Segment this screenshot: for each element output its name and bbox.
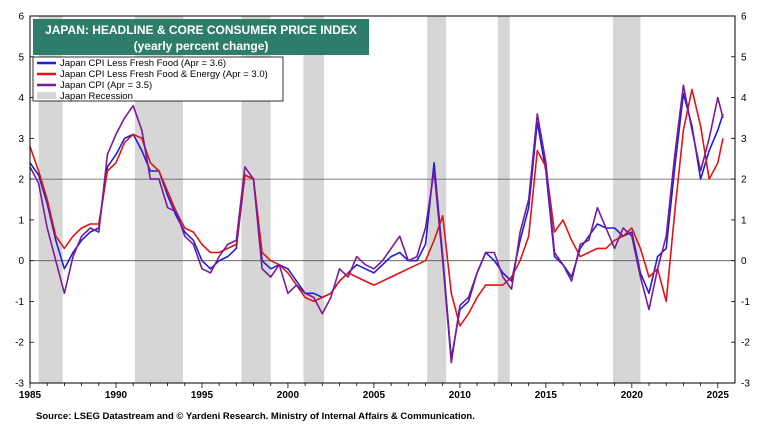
y-tick-label-left: -2 [15, 338, 24, 349]
x-tick-label: 2000 [277, 390, 300, 401]
x-tick-label: 2025 [707, 390, 730, 401]
title-box: JAPAN: HEADLINE & CORE CONSUMER PRICE IN… [33, 19, 369, 55]
y-tick-label-left: -1 [15, 297, 24, 308]
y-tick-label-right: -2 [741, 338, 750, 349]
x-tick-label: 2005 [363, 390, 386, 401]
recession-band-3 [303, 16, 325, 383]
y-tick-label-left: 0 [18, 256, 24, 267]
legend-label-headline: Japan CPI (Apr = 3.5) [60, 80, 152, 91]
chart-title: JAPAN: HEADLINE & CORE CONSUMER PRICE IN… [45, 23, 357, 37]
x-tick-label: 1990 [105, 390, 128, 401]
series-line-2 [29, 84, 724, 364]
y-tick-label-left: 1 [18, 215, 24, 226]
x-tick-label: 2010 [449, 390, 472, 401]
x-tick-label: 1985 [19, 390, 42, 401]
y-tick-label-left: 2 [18, 175, 24, 186]
recession-band-5 [497, 16, 510, 383]
plot-frame [29, 15, 736, 384]
series-lines [29, 84, 724, 364]
y-tick-label-right: 6 [741, 12, 747, 23]
x-axis: 1985 1990 1995 2000 2005 2010 2015 2020 2025 [19, 383, 729, 401]
legend: Japan CPI Less Fresh Food (Apr = 3.6) Ja… [32, 56, 284, 102]
y-tick-label-left: 5 [18, 52, 24, 63]
legend-label-core: Japan CPI Less Fresh Food (Apr = 3.6) [60, 58, 226, 69]
y-tick-label-right: 4 [741, 93, 747, 104]
y-tick-label-left: 6 [18, 12, 24, 23]
legend-label-core-core: Japan CPI Less Fresh Food & Energy (Apr … [60, 69, 268, 80]
y-axis-left: -3 -2 -1 0 1 2 3 4 5 6 [15, 12, 34, 390]
y-tick-label-left: -3 [15, 379, 24, 390]
y-tick-label-right: 3 [741, 134, 747, 145]
legend-label-recession: Japan Recession [60, 91, 133, 102]
series-line-0 [29, 92, 724, 360]
x-tick-label: 2020 [621, 390, 644, 401]
y-tick-label-right: -3 [741, 379, 750, 390]
legend-swatch-recession [37, 92, 56, 99]
y-tick-label-right: 2 [741, 175, 747, 186]
source-note: Source: LSEG Datastream and © Yardeni Re… [36, 411, 475, 422]
y-tick-label-left: 3 [18, 134, 24, 145]
x-tick-label: 1995 [191, 390, 214, 401]
y-tick-label-right: 5 [741, 52, 747, 63]
y-tick-label-left: 4 [18, 93, 24, 104]
chart-subtitle: (yearly percent change) [134, 39, 269, 53]
y-axis-right: -3 -2 -1 0 1 2 3 4 5 6 [731, 12, 750, 390]
recession-band-6 [612, 16, 641, 383]
y-tick-label-right: -1 [741, 297, 750, 308]
y-tick-label-right: 1 [741, 215, 747, 226]
y-tick-label-right: 0 [741, 256, 747, 267]
x-tick-label: 2015 [535, 390, 558, 401]
